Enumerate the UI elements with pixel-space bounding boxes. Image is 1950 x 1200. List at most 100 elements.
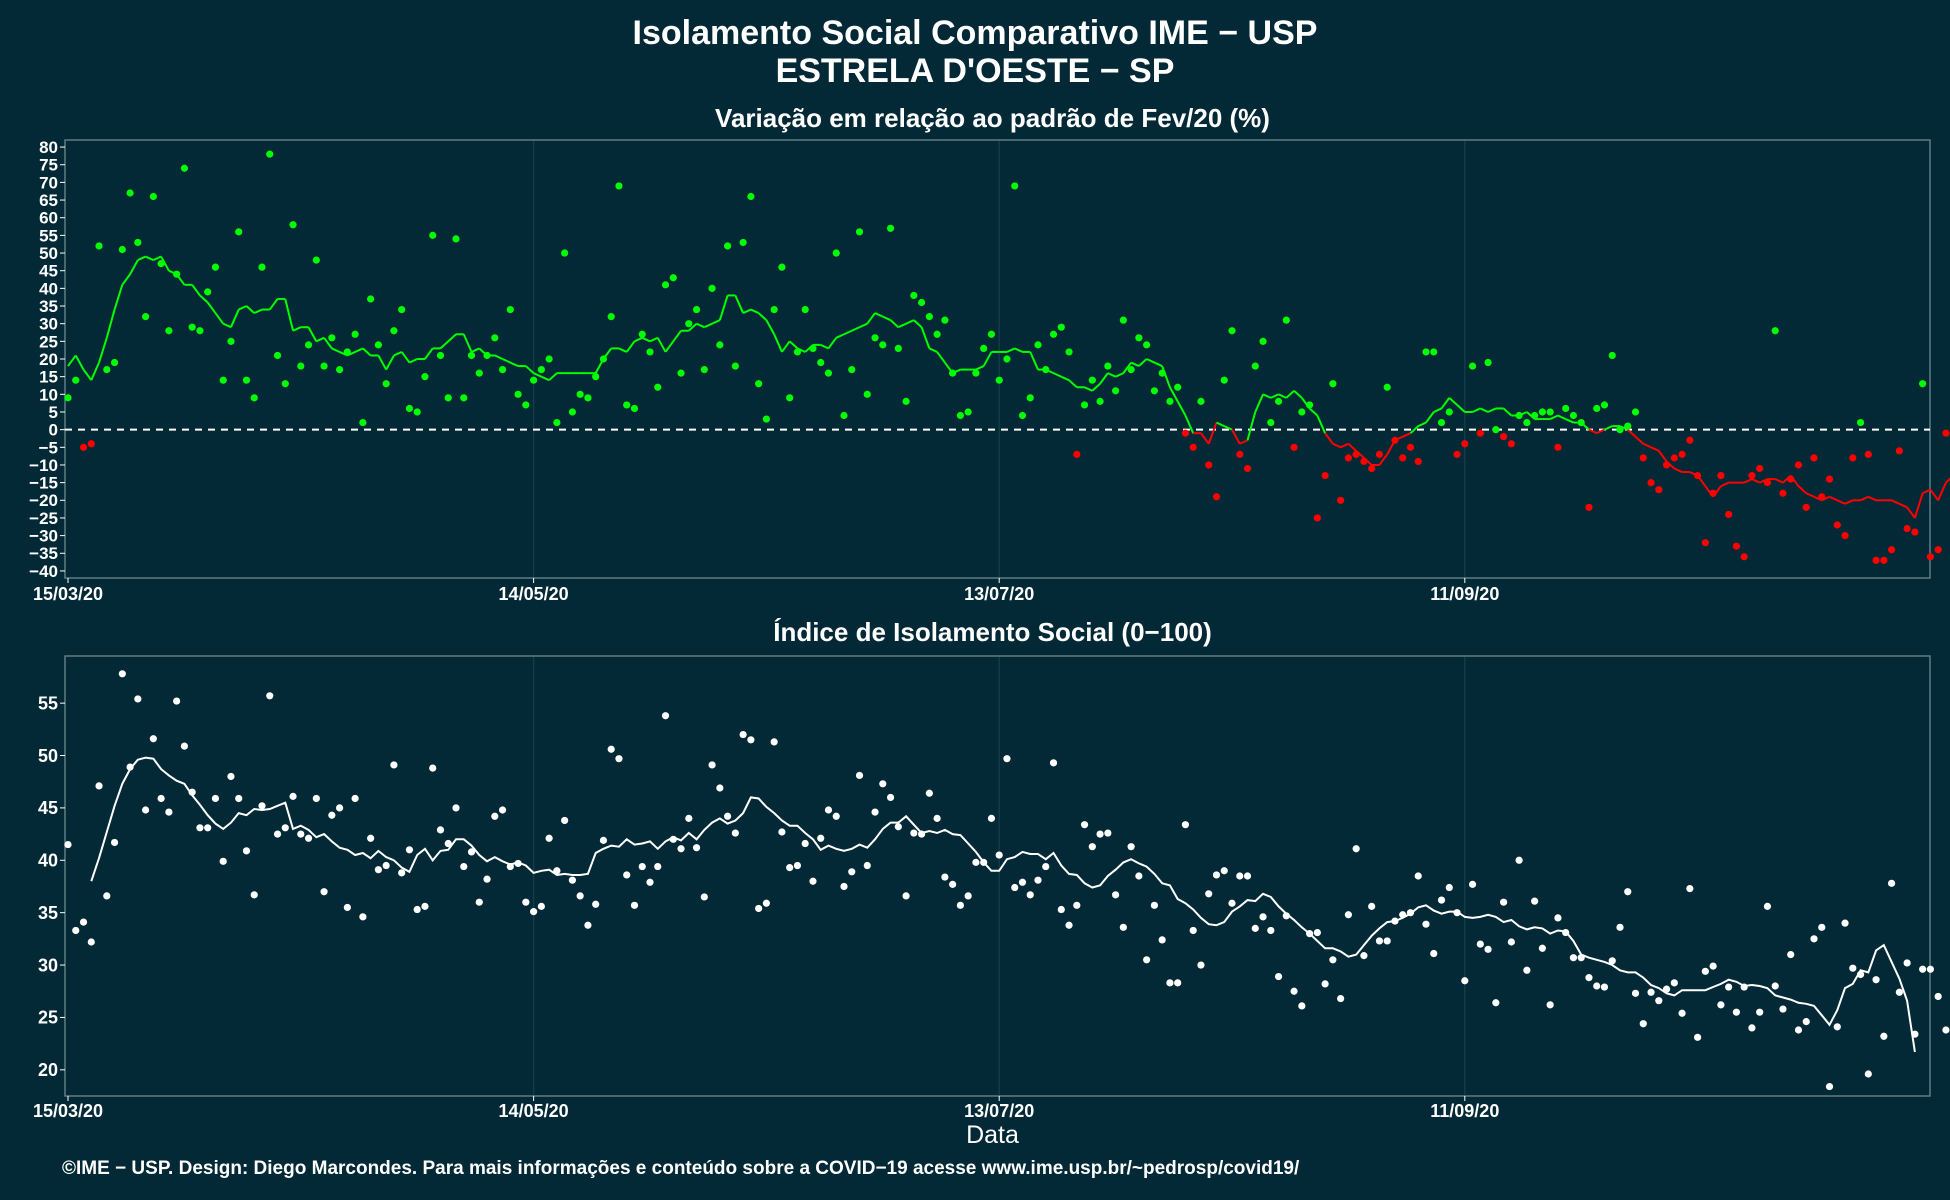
moving-average-segment	[913, 319, 923, 328]
daily-variation-point	[1166, 397, 1174, 405]
moving-average-segment	[424, 347, 434, 360]
moving-average-segment	[471, 347, 480, 353]
daily-variation-point	[64, 394, 72, 402]
daily-index-point	[498, 806, 507, 814]
moving-average-segment	[1417, 421, 1427, 428]
daily-index-point	[886, 793, 895, 802]
daily-index-point	[1841, 919, 1849, 927]
daily-variation-point	[312, 256, 320, 264]
moving-average-segment	[1898, 502, 1908, 509]
moving-average-segment	[889, 319, 899, 328]
daily-variation-point	[1787, 475, 1795, 483]
daily-variation-point	[1725, 510, 1733, 519]
daily-index-point	[568, 876, 577, 884]
daily-index-point	[1701, 967, 1709, 975]
daily-index-point	[1150, 901, 1158, 909]
daily-index-point	[460, 862, 468, 871]
p1-y-tick-label: 10	[39, 385, 58, 404]
daily-index-point	[1104, 829, 1112, 837]
daily-index-point	[1507, 938, 1515, 946]
moving-average-segment	[1200, 432, 1210, 445]
daily-variation-point	[180, 164, 188, 172]
daily-variation-point	[1158, 369, 1166, 377]
daily-index-point	[87, 938, 95, 946]
daily-index-point	[623, 871, 631, 879]
daily-variation-point	[188, 323, 196, 331]
daily-variation-point	[460, 394, 468, 402]
daily-variation-point	[1864, 450, 1872, 458]
daily-index-point	[1344, 911, 1352, 919]
p1-y-tick-label: −30	[29, 527, 58, 546]
daily-index-point	[359, 913, 367, 921]
daily-variation-point	[1243, 464, 1252, 473]
moving-average-segment	[1425, 411, 1435, 424]
moving-average-segment	[362, 347, 372, 357]
daily-variation-point	[669, 274, 677, 282]
daily-variation-point	[1321, 471, 1329, 480]
daily-index-point	[1492, 999, 1500, 1007]
moving-average-segment	[1805, 492, 1815, 498]
daily-variation-point	[762, 415, 771, 423]
x-axis-title: Data	[966, 1121, 1019, 1149]
daily-index-point	[545, 834, 553, 842]
daily-variation-point	[1453, 450, 1461, 458]
daily-index-point	[553, 867, 561, 875]
daily-variation-point	[429, 231, 437, 239]
daily-variation-point	[1670, 454, 1678, 462]
daily-variation-point	[716, 341, 724, 349]
daily-variation-point	[1368, 464, 1376, 473]
chart-subtitle-location: ESTRELA D'OESTE − SP	[775, 52, 1175, 90]
daily-index-point	[1080, 821, 1089, 829]
moving-average-segment	[1068, 379, 1078, 388]
moving-average-segment	[641, 336, 651, 343]
daily-index-point	[731, 829, 739, 837]
moving-average-segment	[734, 295, 745, 314]
daily-index-point	[483, 875, 491, 883]
moving-average-segment	[533, 372, 542, 378]
daily-index-point	[708, 761, 716, 769]
moving-average-segment	[525, 365, 535, 374]
moving-average-segment	[238, 305, 247, 311]
daily-index-point	[165, 808, 173, 816]
daily-variation-point	[1701, 539, 1709, 547]
daily-index-point	[630, 901, 639, 909]
daily-index-point	[173, 697, 181, 705]
moving-average-segment	[548, 372, 558, 381]
daily-variation-point	[708, 284, 716, 292]
daily-index-point	[1787, 950, 1795, 959]
daily-variation-point	[134, 238, 142, 247]
daily-variation-point	[1763, 479, 1772, 487]
p1-y-tick-label: −25	[29, 509, 58, 528]
daily-variation-point	[1352, 450, 1360, 458]
daily-index-point	[1608, 957, 1616, 965]
daily-variation-point	[1569, 411, 1578, 420]
daily-variation-point	[1344, 454, 1352, 462]
daily-variation-point	[1259, 337, 1267, 345]
daily-variation-point	[522, 401, 530, 409]
moving-average-segment	[145, 255, 154, 262]
moving-average-segment	[540, 375, 550, 382]
p2-panel-frame	[64, 655, 1931, 1097]
daily-variation-point	[235, 228, 243, 236]
daily-variation-point	[1794, 461, 1803, 469]
moving-average-segment	[789, 340, 799, 350]
daily-index-point	[1538, 944, 1546, 952]
daily-index-point	[390, 761, 398, 769]
daily-index-point	[1073, 901, 1081, 909]
moving-average-segment	[1945, 477, 1950, 484]
daily-variation-point	[941, 316, 949, 324]
daily-index-point	[1174, 979, 1182, 987]
daily-variation-point	[987, 330, 996, 338]
p1-y-tick-label: 20	[39, 350, 58, 369]
daily-variation-point	[809, 344, 817, 353]
daily-variation-point	[343, 348, 351, 356]
daily-index-point	[1298, 1002, 1306, 1010]
daily-variation-point	[1212, 493, 1221, 501]
moving-average-segment	[1743, 478, 1753, 484]
moving-average-segment	[137, 255, 147, 262]
daily-index-point	[1593, 982, 1601, 990]
moving-average-segment	[1231, 429, 1241, 445]
moving-average-segment	[1720, 481, 1730, 488]
daily-index-point	[840, 882, 848, 891]
p2-y-tick-label: 50	[38, 746, 58, 766]
